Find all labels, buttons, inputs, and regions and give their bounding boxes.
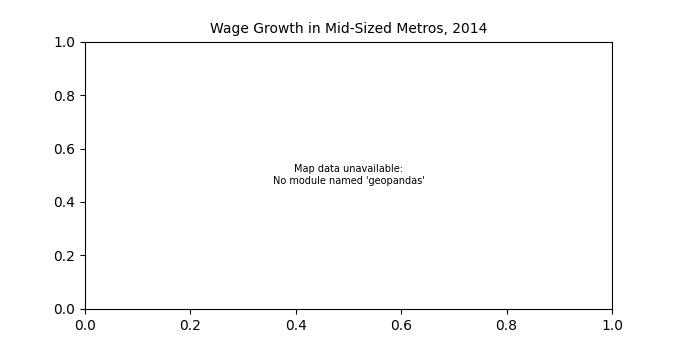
- Text: Map data unavailable:
No module named 'geopandas': Map data unavailable: No module named 'g…: [273, 164, 424, 186]
- Title: Wage Growth in Mid-Sized Metros, 2014: Wage Growth in Mid-Sized Metros, 2014: [210, 22, 487, 36]
